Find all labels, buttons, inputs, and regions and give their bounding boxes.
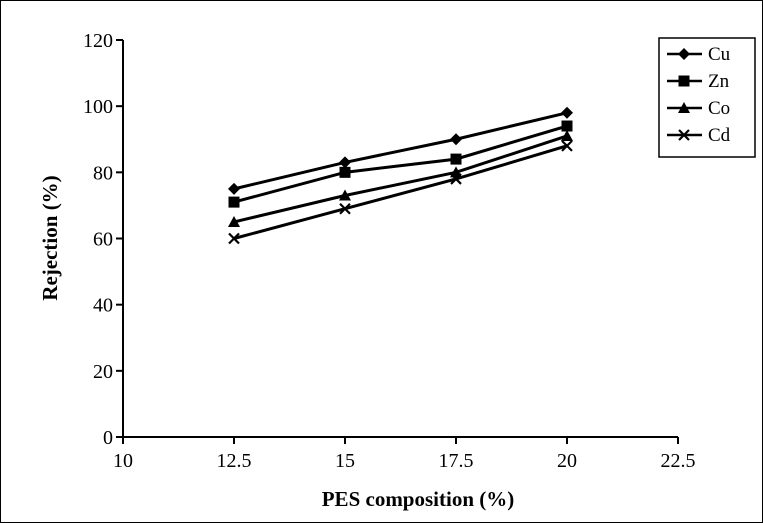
data-point xyxy=(450,173,462,185)
series-cu xyxy=(228,106,573,195)
x-tick-label: 20 xyxy=(557,450,577,472)
x-tick-label: 10 xyxy=(113,450,133,472)
series-line xyxy=(233,134,568,224)
data-point xyxy=(339,202,351,215)
x-tick-label: 12.5 xyxy=(217,450,252,472)
series-line xyxy=(233,111,568,191)
legend-marker xyxy=(678,75,690,87)
y-axis-title: Rejection (%) xyxy=(38,175,62,300)
data-point xyxy=(228,215,240,227)
data-point xyxy=(339,156,351,169)
legend-items: Cu Zn Co Cd xyxy=(667,44,731,146)
series-layer xyxy=(228,106,573,245)
legend-marker xyxy=(678,102,690,113)
x-axis-title: PES composition (%) xyxy=(322,487,515,511)
y-tick-label: 120 xyxy=(83,30,113,52)
legend-marker xyxy=(678,48,690,60)
legend-marker xyxy=(678,129,690,141)
data-point xyxy=(561,140,573,152)
series-zn xyxy=(228,120,573,208)
y-tick-label: 60 xyxy=(93,229,113,251)
series-line xyxy=(233,124,568,204)
legend-label: Cd xyxy=(708,125,731,146)
data-point xyxy=(228,182,240,195)
y-tick-label: 80 xyxy=(93,162,113,184)
legend-item: Cu xyxy=(667,44,731,65)
x-tick-label: 22.5 xyxy=(661,450,696,472)
legend-label: Co xyxy=(708,98,730,119)
data-point xyxy=(228,196,240,208)
y-tick-label: 100 xyxy=(83,96,113,118)
data-point xyxy=(450,133,462,146)
x-tick-label: 17.5 xyxy=(439,450,474,472)
legend-item: Zn xyxy=(667,71,730,92)
legend-item: Cd xyxy=(667,125,731,146)
data-point xyxy=(561,120,573,132)
ticks: 0 20 40 60 80 100 120 10 12.5 15 17.5 20 22.5 xyxy=(83,30,696,472)
x-tick-label: 15 xyxy=(335,450,355,472)
legend-label: Cu xyxy=(708,44,731,65)
legend-label: Zn xyxy=(708,71,730,92)
series-line xyxy=(233,144,568,240)
legend: Cu Zn Co Cd xyxy=(658,37,756,158)
data-point xyxy=(228,232,240,245)
axes xyxy=(122,40,678,438)
y-tick-label: 0 xyxy=(103,427,113,449)
data-point xyxy=(339,166,351,178)
data-point xyxy=(450,153,462,165)
y-tick-label: 20 xyxy=(93,361,113,383)
legend-item: Co xyxy=(667,98,730,119)
data-point xyxy=(561,129,573,141)
data-point xyxy=(561,106,573,119)
series-cd xyxy=(228,140,573,245)
data-point xyxy=(339,189,351,201)
legend-box xyxy=(658,37,756,158)
y-tick-label: 40 xyxy=(93,295,113,317)
